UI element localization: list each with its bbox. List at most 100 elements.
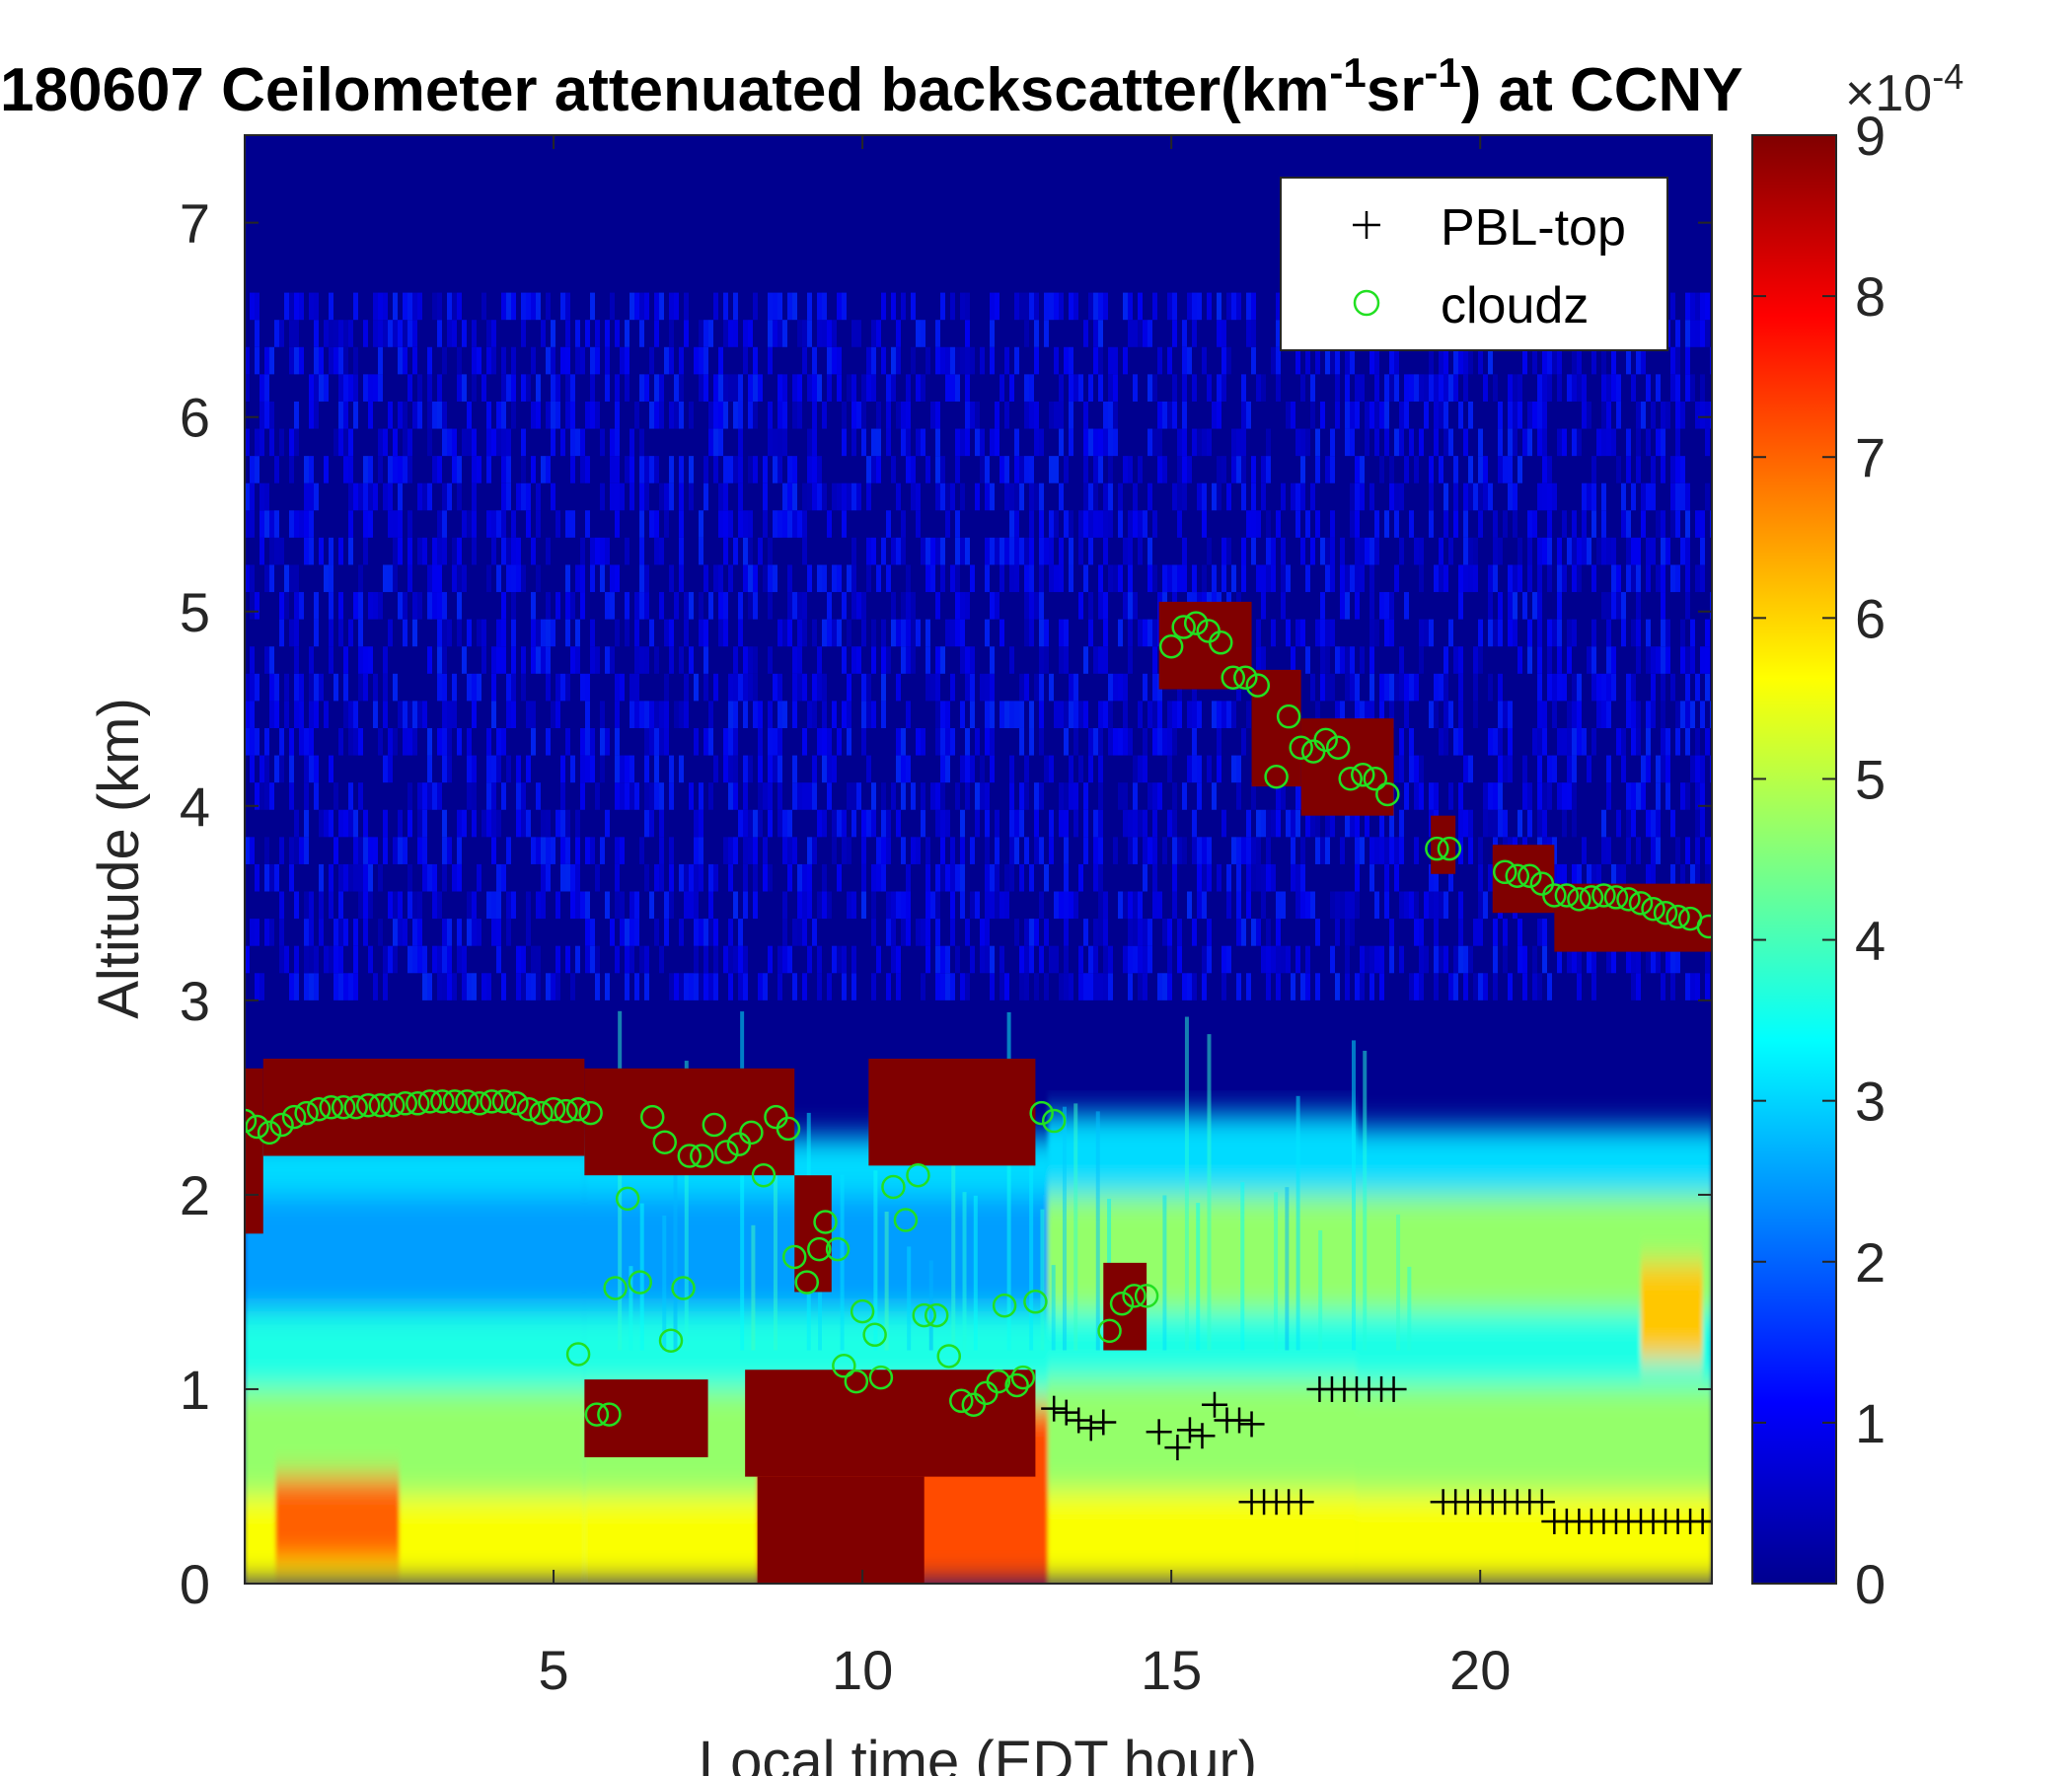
backscatter-heatmap bbox=[245, 135, 1712, 1584]
cloudz-marker bbox=[1171, 615, 1196, 639]
cloudz-marker bbox=[813, 1210, 838, 1234]
cloudz-marker bbox=[1628, 891, 1654, 916]
cloudz-marker bbox=[781, 1244, 807, 1270]
cloudz-marker bbox=[1023, 1290, 1048, 1314]
cloudz-marker bbox=[406, 1091, 430, 1116]
cloudz-marker bbox=[393, 1091, 418, 1116]
cloud-layers bbox=[245, 601, 1712, 1584]
cloudz-marker bbox=[739, 1120, 764, 1146]
colorbar-tick-label: 1 bbox=[1855, 1392, 1886, 1454]
cloudz-marker bbox=[417, 1089, 443, 1114]
cloudz-marker bbox=[578, 1100, 603, 1126]
cloudz-marker bbox=[912, 1302, 936, 1328]
x-tick-label: 20 bbox=[1449, 1639, 1511, 1701]
cloudz-marker bbox=[1245, 673, 1271, 698]
cloudz-marker bbox=[615, 1186, 640, 1212]
cloudz-marker bbox=[992, 1293, 1017, 1318]
cloudz-marker bbox=[1437, 836, 1462, 861]
cloudz-marker bbox=[1208, 630, 1233, 655]
pbl-top-marker bbox=[1702, 1519, 1712, 1523]
pbl-top-marker bbox=[1380, 1375, 1407, 1402]
y-tick-label: 5 bbox=[180, 581, 210, 643]
cloudz-marker bbox=[1041, 1108, 1067, 1134]
cloudz-marker bbox=[881, 1174, 906, 1200]
pbl-top-marker bbox=[1176, 1417, 1203, 1443]
title-middle: sr bbox=[1367, 56, 1425, 124]
cloudz-marker bbox=[832, 1354, 856, 1378]
cloudz-marker bbox=[529, 1100, 554, 1126]
y-tick-label: 6 bbox=[180, 387, 210, 449]
cloudz-marker bbox=[442, 1089, 468, 1114]
colorbar-exponent-base: ×10 bbox=[1845, 65, 1932, 122]
colorbar-tick-label: 2 bbox=[1855, 1231, 1886, 1294]
legend-label-cloudz: cloudz bbox=[1441, 277, 1589, 334]
cloud-segment bbox=[584, 1068, 795, 1176]
cloudz-marker bbox=[565, 1342, 591, 1367]
cloudz-marker bbox=[1603, 885, 1629, 910]
cloudz-marker bbox=[504, 1091, 529, 1116]
plot-frame bbox=[244, 134, 1713, 1585]
cloudz-marker bbox=[677, 1144, 703, 1168]
x-axis-label: Local time (EDT hour) bbox=[699, 1730, 1257, 1776]
cloudz-marker bbox=[1542, 883, 1567, 908]
cloudz-marker bbox=[1097, 1318, 1122, 1344]
cloudz-marker bbox=[825, 1236, 851, 1262]
cloudz-marker bbox=[658, 1328, 684, 1353]
pbl-top-marker bbox=[1226, 1407, 1253, 1434]
chart-title: 180607 Ceilometer attenuated backscatter… bbox=[0, 49, 1743, 124]
cloudz-marker bbox=[1338, 766, 1363, 791]
cloudz-marker bbox=[1425, 836, 1449, 861]
cloudz-marker bbox=[893, 1208, 919, 1232]
cloudz-marker bbox=[807, 1236, 832, 1262]
cloudz-marker bbox=[1641, 896, 1665, 922]
title-main: 180607 Ceilometer attenuated backscatter… bbox=[0, 56, 1329, 124]
plot-area bbox=[245, 135, 1712, 1584]
upper-noise-layer bbox=[245, 292, 1712, 1000]
colorbar: 0 1 2 3 4 5 6 7 8 9 ×10-4 bbox=[1751, 56, 1963, 1615]
colorbar-ticks: 0 1 2 3 4 5 6 7 8 9 bbox=[1752, 105, 1886, 1615]
y-tick-label: 4 bbox=[180, 776, 210, 838]
cloudz-marker bbox=[1029, 1100, 1054, 1126]
pbl-top-marker bbox=[1201, 1391, 1227, 1418]
pbl-top-marker bbox=[1238, 1411, 1265, 1438]
cloudz-marker bbox=[306, 1096, 332, 1122]
cloudz-marker bbox=[1579, 885, 1604, 910]
cloudz-marker bbox=[862, 1322, 887, 1348]
cloud-segment bbox=[1251, 669, 1301, 787]
legend-box bbox=[1280, 177, 1668, 351]
title-end: ) at CCNY bbox=[1461, 56, 1743, 124]
cloudz-marker bbox=[1313, 727, 1338, 753]
cloudz-marker bbox=[355, 1093, 381, 1118]
cloudz-marker bbox=[1554, 883, 1580, 908]
cloudz-marker bbox=[1010, 1365, 1036, 1390]
cloudz-marker bbox=[597, 1402, 622, 1427]
cloudz-marker bbox=[331, 1094, 356, 1120]
cloudz-marker bbox=[1221, 665, 1246, 691]
colorbar-exponent-power: -4 bbox=[1932, 56, 1963, 97]
y-axis-label: Altitude (km) bbox=[87, 698, 151, 1019]
cloudz-marker bbox=[1653, 900, 1678, 925]
cloudz-marker bbox=[639, 1104, 665, 1130]
cloudz-marker bbox=[949, 1388, 974, 1414]
cloudz-marker bbox=[430, 1089, 455, 1114]
cloud-segment bbox=[245, 1068, 263, 1234]
cloudz-marker bbox=[794, 1270, 820, 1295]
title-superscript-2: -1 bbox=[1424, 49, 1460, 96]
colorbar-tick-label: 9 bbox=[1855, 105, 1886, 167]
cloudz-marker bbox=[1122, 1284, 1147, 1308]
cloudz-marker bbox=[1351, 763, 1375, 787]
cloudz-marker bbox=[1696, 914, 1712, 939]
x-tick-label: 5 bbox=[538, 1639, 568, 1701]
cloudz-marker bbox=[1591, 883, 1616, 908]
y-tick-label: 0 bbox=[180, 1553, 210, 1615]
cloudz-marker bbox=[1517, 863, 1542, 888]
colorbar-tick-label: 7 bbox=[1855, 426, 1886, 488]
cloudz-marker bbox=[1233, 665, 1258, 691]
legend-marker-cloudz bbox=[1353, 289, 1380, 317]
cloudz-marker bbox=[1289, 735, 1313, 760]
cloudz-marker bbox=[1004, 1372, 1029, 1398]
cloudz-marker bbox=[245, 1114, 269, 1140]
marker-layer bbox=[245, 611, 1712, 1534]
cloudz-marker bbox=[751, 1162, 777, 1188]
